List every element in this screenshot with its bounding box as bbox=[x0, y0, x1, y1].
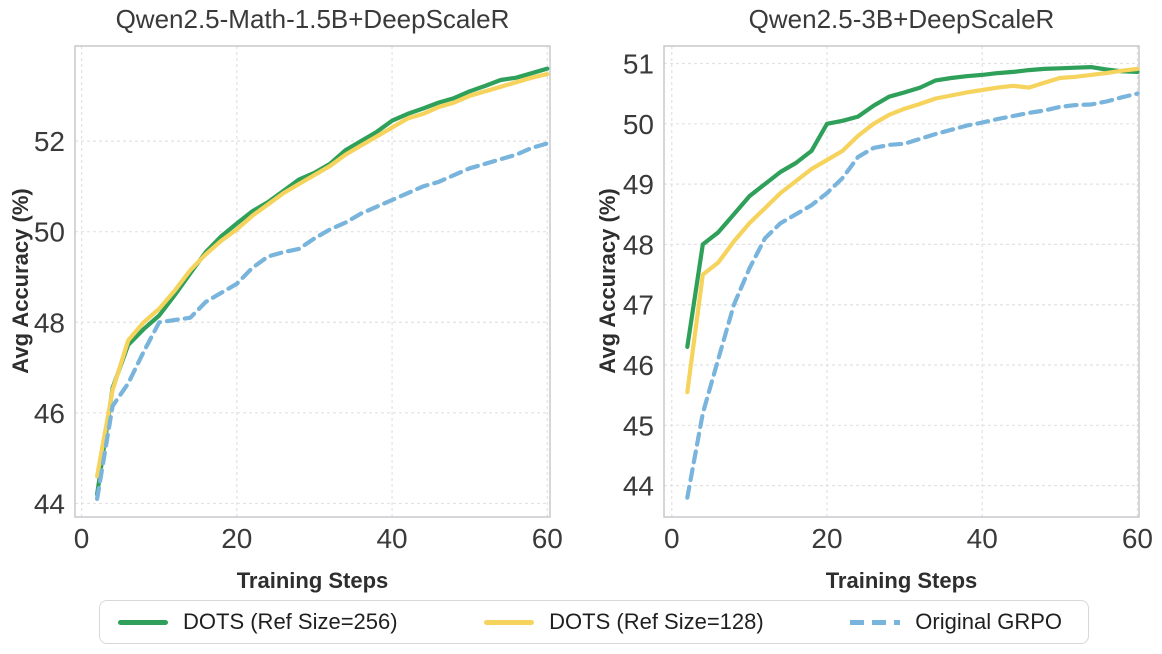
y-tick-label: 52 bbox=[34, 126, 65, 157]
x-tick-label: 40 bbox=[967, 523, 998, 554]
series-line-dots-ref-256 bbox=[94, 66, 550, 497]
chart-title-right: Qwen2.5-3B+DeepScaleR bbox=[748, 4, 1055, 34]
x-axis-label-left: Training Steps bbox=[236, 568, 389, 593]
plot-border bbox=[663, 45, 1140, 518]
y-tick-label: 49 bbox=[623, 169, 654, 200]
y-tick-label: 50 bbox=[623, 109, 654, 140]
plot-area-right: 0 20 40 60 44 45 46 47 48 49 50 51 bbox=[623, 45, 1153, 554]
series-line-original-grpo bbox=[94, 141, 550, 501]
x-tick-label: 20 bbox=[221, 523, 252, 554]
legend-item-dots-ref-128: DOTS (Ref Size=128) bbox=[484, 609, 764, 635]
y-tick-label: 44 bbox=[623, 471, 654, 502]
chart-title-left: Qwen2.5-Math-1.5B+DeepScaleR bbox=[115, 4, 510, 34]
y-tick-label: 44 bbox=[34, 488, 65, 519]
y-tick-label: 45 bbox=[623, 410, 654, 441]
y-tick-label: 48 bbox=[623, 229, 654, 260]
plot-border bbox=[74, 45, 551, 518]
legend-label: Original GRPO bbox=[915, 609, 1062, 634]
x-tick-label: 40 bbox=[376, 523, 407, 554]
chart-panel-left: Qwen2.5-Math-1.5B+DeepScaleR Avg Accurac… bbox=[0, 0, 581, 600]
y-tick-label: 46 bbox=[623, 350, 654, 381]
x-tick-label: 60 bbox=[532, 523, 563, 554]
y-tick-label: 47 bbox=[623, 290, 654, 321]
series-line-dots-ref-128 bbox=[685, 66, 1140, 395]
legend-label: DOTS (Ref Size=128) bbox=[549, 609, 764, 634]
y-tick-label: 46 bbox=[34, 398, 65, 429]
series-line-dots-ref-256 bbox=[685, 64, 1140, 349]
legend: DOTS (Ref Size=256) DOTS (Ref Size=128) … bbox=[99, 600, 1089, 644]
legend-swatch-yellow-line-icon bbox=[484, 619, 535, 625]
y-tick-label: 50 bbox=[34, 217, 65, 248]
y-tick-label: 51 bbox=[623, 48, 654, 79]
series-line-original-grpo bbox=[685, 91, 1140, 500]
x-tick-label: 0 bbox=[664, 523, 680, 554]
chart-panel-right: Qwen2.5-3B+DeepScaleR Avg Accuracy (%) 0… bbox=[581, 0, 1162, 600]
x-tick-label: 0 bbox=[74, 523, 90, 554]
x-axis-label-right: Training Steps bbox=[825, 568, 978, 593]
x-tick-label: 20 bbox=[811, 523, 842, 554]
legend-label: DOTS (Ref Size=256) bbox=[183, 609, 398, 634]
charts-row: Qwen2.5-Math-1.5B+DeepScaleR Avg Accurac… bbox=[0, 0, 1162, 600]
y-tick-label: 48 bbox=[34, 307, 65, 338]
legend-item-dots-ref-256: DOTS (Ref Size=256) bbox=[118, 609, 398, 635]
x-tick-label: 60 bbox=[1122, 523, 1153, 554]
legend-swatch-green-line-icon bbox=[118, 619, 168, 625]
legend-swatch-blue-dashed-line-icon bbox=[850, 619, 901, 625]
legend-item-original-grpo: Original GRPO bbox=[850, 609, 1062, 635]
series-line-dots-ref-128 bbox=[94, 71, 550, 479]
plot-area-left: 0 20 40 60 44 46 48 50 52 bbox=[34, 45, 563, 554]
